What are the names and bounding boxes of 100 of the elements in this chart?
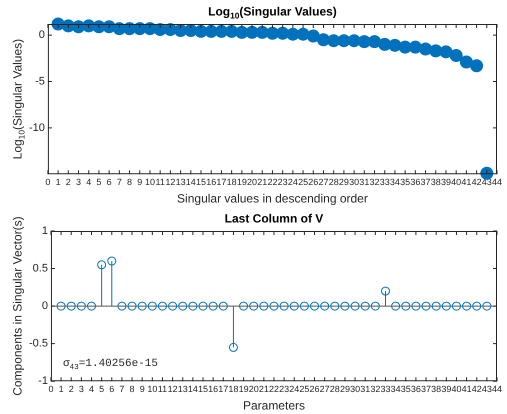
x-tick-label: 36: [410, 384, 421, 394]
x-tick-label: 38: [431, 384, 442, 394]
point: [228, 342, 238, 352]
point: [97, 260, 106, 270]
x-tick-label: 29: [340, 384, 350, 394]
x-tick-label: 42: [472, 384, 482, 394]
x-tick-label: 5: [99, 384, 104, 394]
x-tick-label: 40: [451, 384, 462, 394]
x-tick-label: 24: [288, 177, 298, 188]
point: [391, 302, 400, 311]
x-tick-label: 8: [127, 177, 132, 188]
x-tick-label: 8: [130, 384, 135, 394]
point: [249, 302, 258, 311]
point: [239, 302, 248, 311]
x-tick-label: 16: [206, 177, 216, 188]
point: [350, 302, 360, 311]
point: [411, 302, 420, 311]
chart-title: Last Column of V: [224, 211, 324, 226]
x-tick-label: 28: [328, 177, 339, 188]
x-tick-label: 12: [168, 384, 178, 394]
point: [370, 302, 380, 311]
x-tick-label: 6: [109, 384, 114, 394]
x-tick-label: 27: [320, 384, 330, 394]
x-axis-title: Singular values in descending order: [177, 191, 368, 206]
x-tick-label: 35: [400, 177, 410, 188]
point: [117, 302, 126, 311]
x-tick-label: 27: [318, 177, 328, 188]
point: [330, 302, 340, 311]
point: [158, 302, 167, 311]
x-tick-label: 20: [247, 177, 258, 188]
x-tick-label: 22: [268, 384, 279, 394]
x-tick-label: 15: [198, 384, 208, 394]
x-tick-label: 18: [228, 384, 238, 394]
x-tick-label: 3: [78, 384, 84, 394]
x-tick-label: 36: [410, 177, 420, 188]
x-tick-label: 32: [370, 384, 380, 394]
point: [419, 42, 432, 56]
x-tick-label: 29: [338, 177, 349, 188]
point: [198, 302, 208, 311]
point: [442, 302, 451, 311]
point: [472, 302, 482, 311]
point: [360, 302, 370, 311]
point: [76, 302, 86, 311]
y-tick-label: 0: [42, 300, 48, 312]
x-tick-label: 37: [421, 384, 432, 394]
point: [300, 302, 309, 311]
x-tick-label: 19: [238, 384, 249, 394]
point: [462, 302, 472, 311]
x-tick-label: 6: [106, 177, 112, 188]
x-tick-label: 11: [158, 384, 168, 394]
x-tick-label: 3: [76, 177, 82, 188]
y-tick-label: 1: [42, 225, 48, 238]
point: [380, 286, 390, 296]
x-axis-title: Parameters: [242, 398, 305, 412]
x-tick-label: 13: [176, 177, 186, 188]
point: [269, 302, 278, 311]
y-tick-label: 0: [38, 29, 45, 42]
point: [87, 302, 96, 311]
point: [422, 302, 431, 311]
x-tick-label: 34: [390, 177, 400, 188]
x-tick-label: 41: [461, 177, 472, 188]
point: [296, 28, 310, 41]
x-tick-label: 16: [208, 384, 218, 394]
x-tick-label: 9: [137, 177, 142, 188]
point: [306, 30, 320, 43]
x-tick-label: 12: [165, 177, 176, 188]
point: [452, 302, 461, 311]
x-tick-label: 10: [147, 384, 158, 394]
x-tick-label: 35: [400, 384, 411, 394]
point: [482, 302, 492, 311]
point: [208, 302, 218, 311]
x-tick-label: 5: [96, 177, 102, 188]
point: [66, 302, 76, 311]
point: [368, 35, 382, 48]
x-tick-label: 17: [218, 384, 228, 394]
point: [401, 302, 410, 311]
point: [470, 59, 484, 72]
y-tick-label: -1: [38, 375, 48, 388]
x-tick-label: 30: [349, 177, 360, 188]
y-tick-label: -5: [35, 76, 45, 88]
point: [450, 49, 463, 62]
y-tick-label: 0.5: [32, 262, 48, 275]
x-tick-label: 43: [482, 384, 492, 394]
x-tick-label: 34: [390, 384, 401, 394]
x-tick-label: 23: [279, 384, 290, 394]
x-tick-label: 31: [359, 177, 370, 188]
x-tick-label: 20: [248, 384, 259, 394]
x-tick-label: 44: [492, 177, 502, 188]
x-tick-label: 10: [144, 177, 155, 188]
point: [259, 302, 268, 311]
y-axis-title: Log10(Singular Values): [10, 38, 27, 160]
point: [310, 302, 320, 311]
x-tick-label: 26: [308, 177, 318, 188]
point: [107, 256, 116, 266]
x-tick-label: 1: [58, 384, 64, 394]
x-tick-label: 2: [66, 177, 71, 188]
x-tick-label: 32: [370, 177, 380, 188]
x-tick-label: 25: [299, 384, 310, 394]
x-tick-label: 4: [88, 384, 94, 394]
point: [408, 40, 422, 54]
